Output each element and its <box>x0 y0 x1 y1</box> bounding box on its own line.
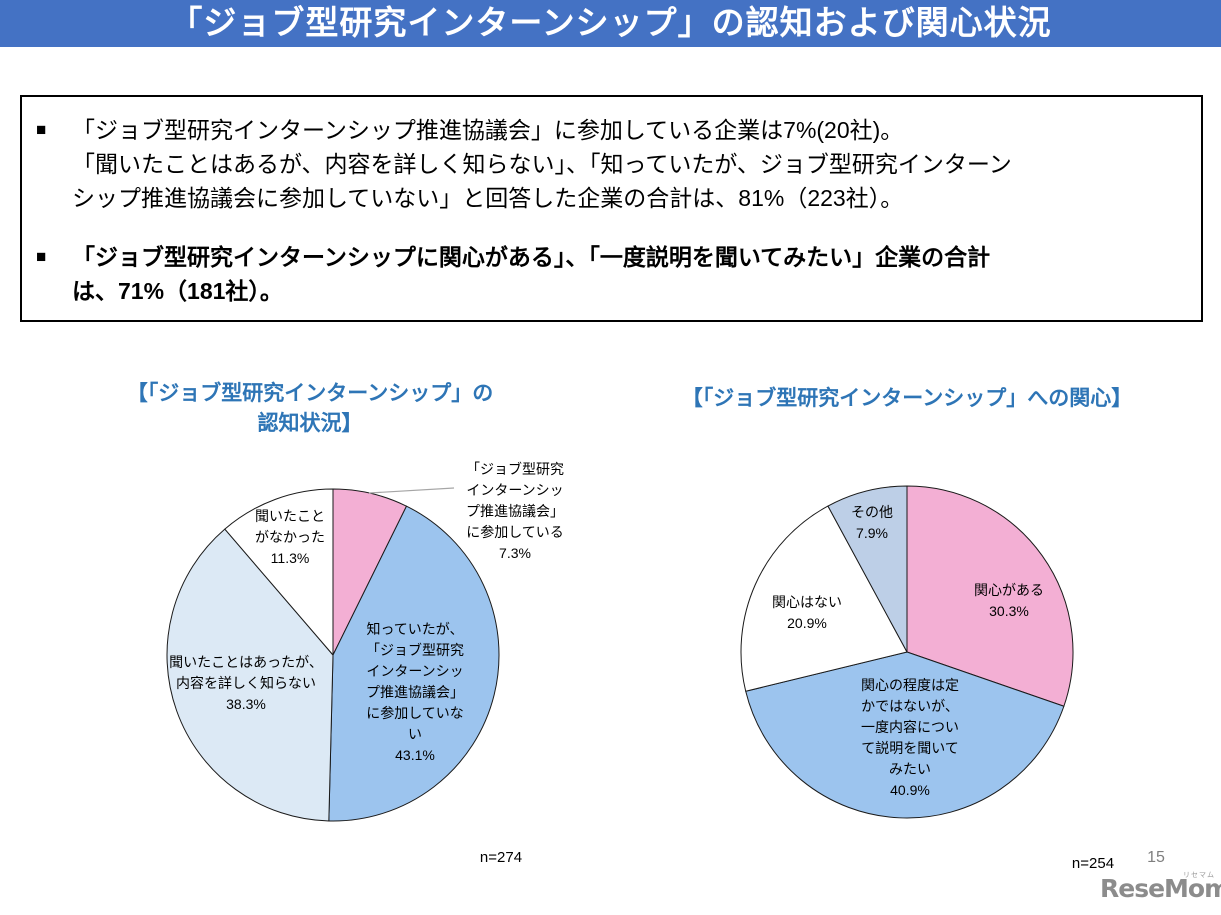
pie-slice <box>740 505 908 692</box>
page-title: 「ジョブ型研究インターンシップ」の認知および関心状況 <box>0 0 1221 47</box>
awareness-chart-title: 【「ジョブ型研究インターンシップ」の 認知状況】 <box>126 382 494 435</box>
pie-slice <box>328 505 500 822</box>
summary-bullet-2: ■ 「ジョブ型研究インターンシップに関心がある」、「一度説明を聞いてみたい」企業… <box>32 240 1181 308</box>
label-leader-line <box>368 487 455 494</box>
bullet-square-icon: ■ <box>36 247 47 266</box>
pie-slice <box>827 485 908 653</box>
summary-bullet-2-text: 「ジョブ型研究インターンシップに関心がある」、「一度説明を聞いてみたい」企業の合… <box>72 244 991 304</box>
summary-bullet-1: ■ 「ジョブ型研究インターンシップ推進協議会」に参加している企業は7%(20社)… <box>32 113 1181 215</box>
resemom-logo: ReseMom. <box>1100 874 1221 903</box>
bullet-square-icon: ■ <box>36 120 47 139</box>
summary-box: ■ 「ジョブ型研究インターンシップ推進協議会」に参加している企業は7%(20社)… <box>20 95 1203 322</box>
awareness-pie-chart <box>166 488 500 822</box>
pie-slice <box>224 488 334 656</box>
interest-pie-chart <box>740 485 1074 819</box>
awareness-label-knew-not-participating: 知っていたが、 「ジョブ型研究 インターンシッ プ推進協議会」 に参加していな … <box>366 621 464 763</box>
page-number: 15 <box>1147 849 1165 866</box>
awareness-label-never-heard: 聞いたこと がなかった 11.3% <box>255 508 325 566</box>
resemom-logo-ruby: リセマム <box>1183 872 1215 879</box>
pie-slice <box>745 651 1065 819</box>
interest-label-want-explanation: 関心の程度は定 かではないが、 一度内容につい て説明を聞いて みたい 40.9… <box>861 677 959 798</box>
pie-slice <box>166 528 334 822</box>
interest-label-other: その他 7.9% <box>851 504 893 541</box>
pie-slice <box>906 485 1074 707</box>
interest-chart-title: 【「ジョブ型研究インターンシップ」への関心】 <box>681 387 1133 410</box>
awareness-label-participating: 「ジョブ型研究 インターンシッ プ推進協議会」 に参加している 7.3% <box>466 461 564 561</box>
awareness-sample-size: n=274 <box>479 849 523 866</box>
interest-label-not-interested: 関心はない 20.9% <box>772 594 842 631</box>
awareness-label-heard-no-detail: 聞いたことはあったが、 内容を詳しく知らない 38.3% <box>169 654 323 712</box>
interest-label-interested: 関心がある 30.3% <box>974 582 1044 619</box>
summary-bullet-1-text: 「ジョブ型研究インターンシップ推進協議会」に参加している企業は7%(20社)。 … <box>72 117 1012 211</box>
interest-sample-size: n=254 <box>1071 855 1115 872</box>
